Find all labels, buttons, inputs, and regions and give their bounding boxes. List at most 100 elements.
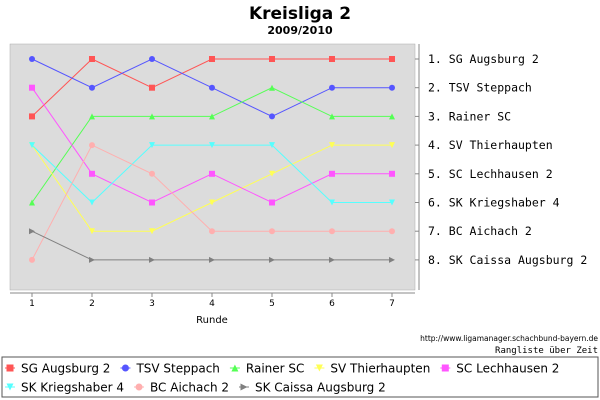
data-point bbox=[29, 228, 35, 235]
legend-item: SK Kriegshaber 4 bbox=[5, 381, 124, 395]
legend: SG Augsburg 2 TSV Steppach Rainer SC SV Thi… bbox=[5, 362, 559, 395]
legend-label: TSV Steppach bbox=[135, 362, 219, 376]
footer-caption: Rangliste über Zeit bbox=[495, 346, 598, 356]
data-point bbox=[389, 56, 395, 62]
legend-swatch-marker bbox=[6, 383, 14, 391]
data-point bbox=[209, 113, 215, 120]
data-point bbox=[29, 142, 35, 149]
series-sv-thierhaupten bbox=[29, 142, 395, 235]
rank-label: 8. SK Caissa Augsburg 2 bbox=[428, 253, 587, 267]
series-rainer-sc bbox=[29, 84, 395, 206]
data-point bbox=[149, 142, 155, 149]
legend-item: SC Lechhausen 2 bbox=[440, 362, 559, 376]
data-point bbox=[209, 170, 215, 177]
rank-label: 6. SK Kriegshaber 4 bbox=[428, 196, 560, 210]
data-point bbox=[29, 256, 35, 263]
legend-swatch-marker bbox=[6, 364, 14, 372]
x-axis-label: Runde bbox=[196, 315, 228, 326]
data-point bbox=[29, 56, 35, 62]
source-url: http://www.ligamanager.schachbund-bayern… bbox=[420, 334, 598, 343]
series-sg-augsburg-2 bbox=[29, 56, 395, 120]
data-point bbox=[149, 228, 155, 235]
chart-subtitle: 2009/2010 bbox=[267, 24, 333, 37]
data-point bbox=[389, 170, 395, 177]
rank-label: 5. SC Lechhausen 2 bbox=[428, 167, 553, 181]
data-point bbox=[269, 142, 275, 149]
legend-label: BC Aichach 2 bbox=[150, 381, 229, 395]
data-point bbox=[209, 228, 215, 235]
data-point bbox=[269, 228, 275, 235]
rank-label: 3. Rainer SC bbox=[428, 109, 511, 123]
data-point bbox=[329, 170, 335, 177]
rank-label: 4. SV Thierhaupten bbox=[428, 138, 553, 152]
data-point bbox=[329, 142, 335, 149]
data-point bbox=[89, 113, 95, 120]
legend-swatch-marker bbox=[231, 364, 239, 372]
legend-label: SK Caissa Augsburg 2 bbox=[255, 381, 386, 395]
data-point bbox=[29, 84, 35, 91]
x-tick-label: 4 bbox=[209, 299, 215, 309]
legend-label: Rainer SC bbox=[246, 362, 305, 376]
legend-label: SV Thierhaupten bbox=[330, 362, 430, 376]
rank-label: 7. BC Aichach 2 bbox=[428, 224, 532, 238]
x-ticks: 1 2 3 4 5 6 7 bbox=[29, 293, 395, 309]
data-point bbox=[149, 84, 155, 91]
data-point bbox=[209, 142, 215, 149]
data-point bbox=[149, 199, 155, 206]
data-point bbox=[209, 199, 215, 206]
data-point bbox=[329, 199, 335, 206]
data-point bbox=[269, 199, 275, 206]
legend-item: Rainer SC bbox=[229, 362, 305, 376]
x-tick-label: 5 bbox=[269, 299, 275, 309]
data-point bbox=[329, 228, 335, 235]
data-point bbox=[29, 199, 35, 206]
data-point bbox=[329, 256, 335, 263]
rank-label: 2. TSV Steppach bbox=[428, 81, 532, 95]
data-point bbox=[389, 228, 395, 235]
series-bc-aichach-2 bbox=[29, 142, 395, 263]
x-tick-label: 1 bbox=[29, 299, 35, 309]
data-point bbox=[149, 256, 155, 263]
data-point bbox=[89, 256, 95, 263]
series-sk-kriegshaber-4 bbox=[29, 142, 395, 206]
data-point bbox=[389, 84, 395, 91]
plot-area bbox=[9, 43, 416, 291]
data-point bbox=[269, 170, 275, 177]
x-tick-label: 6 bbox=[329, 299, 335, 309]
legend-item: BC Aichach 2 bbox=[134, 381, 229, 395]
rank-labels: 1. SG Augsburg 2 2. TSV Steppach 3. Rainer… bbox=[415, 52, 587, 267]
data-point bbox=[329, 84, 335, 91]
series-sk-caissa-augsburg-2 bbox=[29, 228, 395, 263]
data-point bbox=[389, 142, 395, 149]
legend-item: TSV Steppach bbox=[120, 362, 220, 376]
data-point bbox=[89, 199, 95, 206]
data-point bbox=[389, 256, 395, 263]
rank-label: 1. SG Augsburg 2 bbox=[428, 52, 539, 66]
data-point bbox=[149, 170, 155, 177]
data-point bbox=[269, 113, 275, 120]
data-point bbox=[149, 56, 155, 62]
data-point bbox=[329, 113, 335, 120]
series-layer bbox=[29, 56, 395, 263]
legend-swatch-marker bbox=[121, 364, 129, 372]
data-point bbox=[389, 199, 395, 206]
legend-item: SK Caissa Augsburg 2 bbox=[239, 381, 386, 395]
legend-label: SC Lechhausen 2 bbox=[456, 362, 559, 376]
data-point bbox=[269, 256, 275, 263]
x-tick-label: 3 bbox=[149, 299, 155, 309]
legend-swatch-marker bbox=[135, 383, 143, 391]
data-point bbox=[89, 56, 95, 62]
data-point bbox=[89, 228, 95, 235]
series-sc-lechhausen-2 bbox=[29, 84, 395, 206]
data-point bbox=[269, 56, 275, 62]
legend-swatch-marker bbox=[240, 383, 248, 391]
legend-swatch-marker bbox=[315, 364, 323, 372]
data-point bbox=[269, 84, 275, 91]
data-point bbox=[29, 113, 35, 120]
x-tick-label: 2 bbox=[89, 299, 95, 309]
data-point bbox=[389, 113, 395, 120]
legend-item: SV Thierhaupten bbox=[314, 362, 430, 376]
data-point bbox=[209, 256, 215, 263]
legend-box bbox=[1, 356, 599, 398]
